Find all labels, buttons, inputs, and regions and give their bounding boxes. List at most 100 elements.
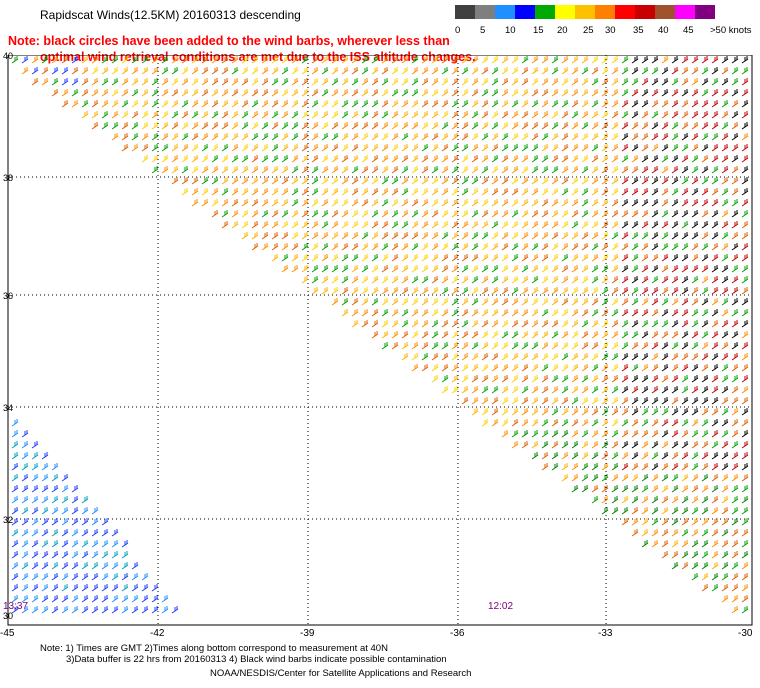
wind-barb (291, 111, 299, 119)
wind-barb (711, 408, 719, 416)
wind-barb (681, 243, 689, 251)
wind-barb (31, 67, 39, 75)
wind-barb (371, 287, 379, 295)
wind-barb (551, 276, 559, 284)
wind-barb (451, 353, 459, 361)
wind-barb (591, 320, 599, 328)
wind-barb (611, 507, 619, 515)
wind-barb (371, 111, 379, 119)
wind-barb (81, 573, 89, 581)
wind-barb (741, 463, 749, 471)
wind-barb (391, 78, 399, 86)
wind-barb (531, 375, 539, 383)
wind-barb (691, 276, 699, 284)
wind-barb (271, 254, 279, 262)
wind-barb (491, 56, 499, 64)
wind-barb (301, 265, 309, 273)
wind-barb (481, 78, 489, 86)
wind-barb (601, 485, 609, 493)
wind-barb (501, 265, 509, 273)
wind-barb (241, 188, 249, 196)
wind-barb (41, 518, 49, 526)
wind-barb (741, 265, 749, 273)
wind-barb (621, 144, 629, 152)
wind-barb (691, 122, 699, 130)
wind-barb (651, 144, 659, 152)
wind-barb (351, 155, 359, 163)
wind-barb (461, 100, 469, 108)
wind-barb (271, 133, 279, 141)
wind-barb (101, 78, 109, 86)
wind-barb (671, 507, 679, 515)
wind-barb (251, 243, 259, 251)
wind-barb (531, 320, 539, 328)
wind-barb (631, 166, 639, 174)
wind-barb (631, 298, 639, 306)
wind-barb (141, 100, 149, 108)
wind-barb (741, 67, 749, 75)
wind-barb (281, 210, 289, 218)
wind-barb (31, 606, 39, 614)
wind-barb (21, 507, 29, 515)
wind-barb (731, 606, 739, 614)
wind-barb (681, 254, 689, 262)
wind-barb (401, 320, 409, 328)
wind-barb (341, 276, 349, 284)
wind-barb (491, 199, 499, 207)
wind-barb (421, 56, 429, 64)
wind-barb (31, 463, 39, 471)
wind-barb (421, 89, 429, 97)
wind-barb (731, 485, 739, 493)
wind-barb (431, 56, 439, 64)
wind-barb (721, 562, 729, 570)
wind-barb (681, 210, 689, 218)
wind-barb (601, 463, 609, 471)
wind-barb (341, 298, 349, 306)
wind-barb (341, 177, 349, 185)
wind-barb (51, 540, 59, 548)
wind-barb (581, 89, 589, 97)
wind-barb (641, 56, 649, 64)
wind-barb (121, 89, 129, 97)
wind-barb (601, 353, 609, 361)
wind-barb (191, 166, 199, 174)
wind-barb (741, 529, 749, 537)
wind-barb (541, 177, 549, 185)
wind-barb (281, 188, 289, 196)
wind-barb (581, 419, 589, 427)
wind-barb (641, 166, 649, 174)
wind-barb (641, 474, 649, 482)
wind-barb (451, 287, 459, 295)
wind-barb (621, 386, 629, 394)
wind-barb (441, 166, 449, 174)
wind-barb (701, 155, 709, 163)
wind-barb (631, 78, 639, 86)
wind-barb (341, 221, 349, 229)
wind-barb (511, 331, 519, 339)
wind-barb (161, 56, 169, 64)
wind-barb (511, 375, 519, 383)
wind-barb (361, 78, 369, 86)
wind-barb (241, 122, 249, 130)
wind-barb (591, 364, 599, 372)
wind-barb (681, 507, 689, 515)
wind-barb (91, 89, 99, 97)
wind-barb (481, 155, 489, 163)
wind-barb (561, 254, 569, 262)
wind-barb (41, 562, 49, 570)
wind-barb (531, 89, 539, 97)
wind-barb (591, 177, 599, 185)
wind-barb (311, 199, 319, 207)
wind-barb (611, 89, 619, 97)
wind-barb (671, 67, 679, 75)
wind-barb (551, 210, 559, 218)
wind-barb (701, 122, 709, 130)
wind-barb (451, 309, 459, 317)
wind-barb (191, 133, 199, 141)
wind-barb (601, 364, 609, 372)
wind-barb (631, 243, 639, 251)
wind-barb (731, 573, 739, 581)
wind-barb (481, 320, 489, 328)
wind-barb (281, 144, 289, 152)
wind-barb (741, 452, 749, 460)
